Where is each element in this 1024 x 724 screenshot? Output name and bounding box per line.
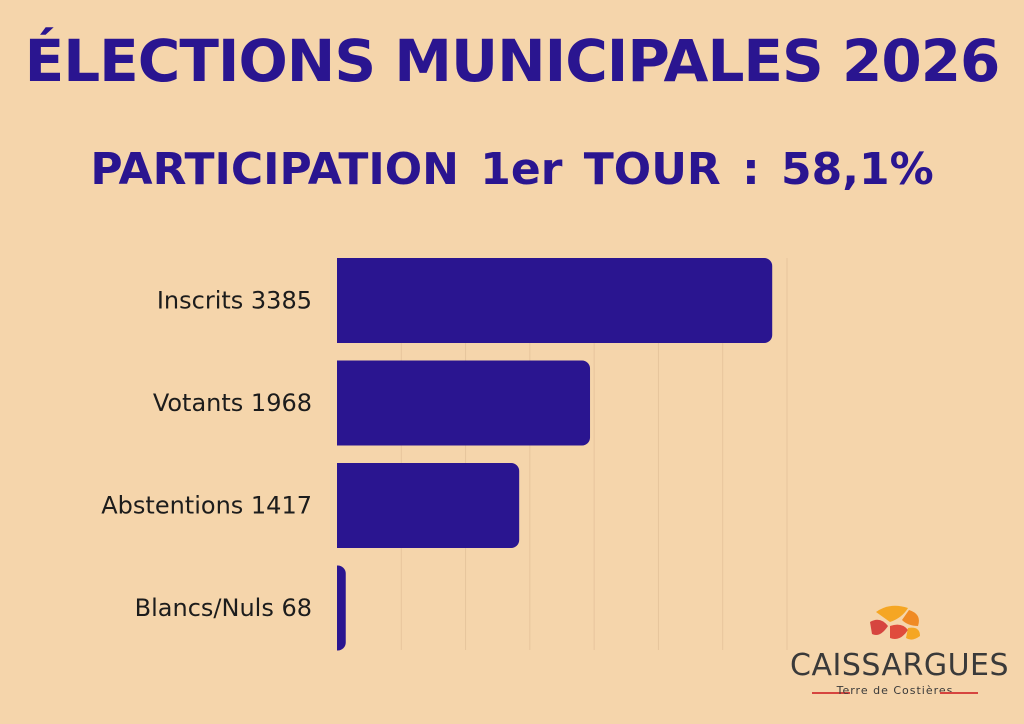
- logo-tagline: Terre de Costières: [836, 684, 954, 697]
- bar-2: [329, 463, 520, 548]
- chart-category-labels: Inscrits 3385 Votants 1968 Abstentions 141…: [101, 287, 312, 623]
- logo-name: CAISSARGUES: [790, 648, 1010, 683]
- category-label-2: Abstentions 1417: [101, 492, 312, 520]
- caissargues-logo: CAISSARGUES Terre de Costières: [790, 600, 1010, 710]
- category-label-0: Inscrits 3385: [157, 287, 312, 315]
- bar-0: [329, 258, 773, 343]
- chart-bars: [327, 256, 773, 652]
- category-label-3: Blancs/Nuls 68: [135, 594, 312, 622]
- participation-subtitle: PARTICIPATION 1er TOUR : 58,1%: [90, 144, 934, 195]
- page-title: ÉLECTIONS MUNICIPALES 2026: [24, 27, 1001, 95]
- caissargues-logo-icon: [870, 605, 920, 640]
- category-label-1: Votants 1968: [153, 389, 312, 417]
- bar-1: [329, 360, 591, 446]
- logo-divider-left: [812, 692, 850, 694]
- axis-mask: [327, 256, 337, 652]
- logo-divider-right: [940, 692, 978, 694]
